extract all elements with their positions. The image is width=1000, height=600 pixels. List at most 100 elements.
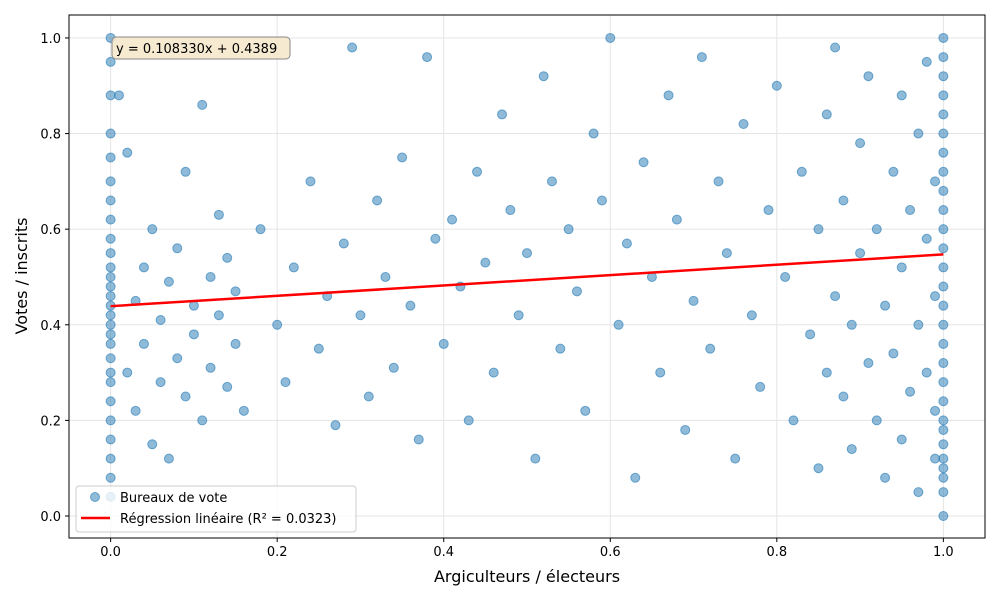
x-tick-label: 0.4	[433, 545, 454, 560]
data-point	[630, 472, 641, 483]
data-point	[463, 415, 474, 426]
data-point	[788, 415, 799, 426]
data-point	[938, 319, 949, 330]
data-point	[838, 391, 849, 402]
data-point	[613, 319, 624, 330]
data-point	[805, 329, 816, 340]
data-point	[238, 405, 249, 416]
data-point	[938, 358, 949, 369]
data-point	[338, 238, 349, 249]
data-point	[938, 281, 949, 292]
data-point	[713, 176, 724, 187]
data-point	[405, 300, 416, 311]
data-point	[588, 128, 599, 139]
data-point	[938, 147, 949, 158]
data-point	[105, 367, 116, 378]
data-point	[255, 224, 266, 235]
data-point	[355, 310, 366, 321]
data-point	[755, 381, 766, 392]
data-point	[472, 166, 483, 177]
data-point	[705, 343, 716, 354]
plot-background	[69, 15, 985, 538]
data-point	[172, 243, 183, 254]
data-point	[863, 358, 874, 369]
data-point	[846, 444, 857, 455]
legend-label-regression: Régression linéaire (R² = 0.0323)	[120, 512, 337, 527]
data-point	[896, 90, 907, 101]
data-point	[813, 463, 824, 474]
y-axis-label: Votes / inscrits	[12, 218, 31, 335]
data-point	[888, 348, 899, 359]
data-point	[830, 42, 841, 53]
data-point	[230, 338, 241, 349]
data-point	[913, 128, 924, 139]
x-axis-ticks: 0.0 0.2 0.4 0.6 0.8 1.0	[100, 538, 954, 560]
data-point	[888, 166, 899, 177]
data-point	[205, 271, 216, 282]
legend-marker-points	[90, 492, 100, 502]
data-point	[180, 166, 191, 177]
data-point	[913, 319, 924, 330]
data-point	[871, 415, 882, 426]
data-point	[938, 185, 949, 196]
data-point	[205, 362, 216, 373]
data-point	[488, 367, 499, 378]
data-point	[105, 329, 116, 340]
data-point	[430, 233, 441, 244]
data-point	[105, 353, 116, 364]
data-point	[938, 224, 949, 235]
y-tick-label: 1.0	[40, 32, 61, 47]
data-point	[288, 262, 299, 273]
data-point	[105, 152, 116, 163]
data-point	[921, 367, 932, 378]
data-point	[347, 42, 358, 53]
data-point	[838, 195, 849, 206]
data-point	[871, 224, 882, 235]
data-point	[105, 472, 116, 483]
data-point	[105, 56, 116, 67]
data-point	[938, 32, 949, 43]
y-tick-label: 0.2	[40, 414, 61, 429]
data-point	[113, 90, 124, 101]
data-point	[213, 310, 224, 321]
data-point	[938, 487, 949, 498]
data-point	[105, 281, 116, 292]
data-point	[180, 391, 191, 402]
data-point	[938, 109, 949, 120]
data-point	[938, 90, 949, 101]
data-point	[896, 262, 907, 273]
data-point	[938, 415, 949, 426]
data-point	[105, 214, 116, 225]
data-point	[580, 405, 591, 416]
data-point	[738, 118, 749, 129]
data-point	[555, 343, 566, 354]
data-point	[155, 315, 166, 326]
data-point	[655, 367, 666, 378]
data-point	[105, 233, 116, 244]
data-point	[513, 310, 524, 321]
data-point	[363, 391, 374, 402]
y-tick-label: 0.4	[40, 319, 61, 334]
data-point	[930, 291, 941, 302]
data-point	[896, 434, 907, 445]
data-point	[855, 138, 866, 149]
x-tick-label: 0.2	[267, 545, 288, 560]
data-point	[105, 338, 116, 349]
data-point	[938, 396, 949, 407]
data-point	[163, 276, 174, 287]
data-point	[197, 415, 208, 426]
data-point	[105, 262, 116, 273]
gridlines	[69, 15, 985, 538]
data-point	[388, 362, 399, 373]
data-point	[505, 205, 516, 216]
data-point	[422, 52, 433, 63]
data-point	[497, 109, 508, 120]
data-point	[605, 32, 616, 43]
data-point	[930, 176, 941, 187]
data-point	[571, 286, 582, 297]
data-point	[438, 338, 449, 349]
data-point	[938, 166, 949, 177]
data-point	[105, 195, 116, 206]
data-point	[746, 310, 757, 321]
data-point	[330, 420, 341, 431]
